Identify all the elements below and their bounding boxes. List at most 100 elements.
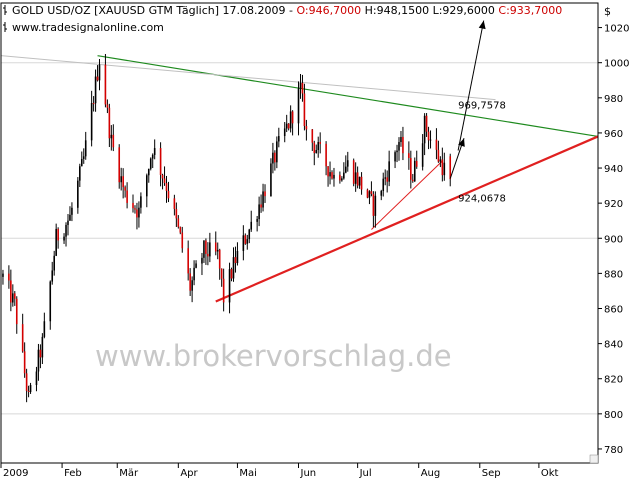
x-tick-label: Jun (300, 468, 317, 479)
candle-body (429, 139, 432, 141)
y-tick-label: 880 (604, 269, 623, 280)
small-projection-arrowhead (458, 138, 465, 147)
candle-body (346, 160, 349, 167)
candle-body (242, 235, 245, 251)
low-value: L:929,6000 (429, 4, 495, 17)
candle-body (29, 385, 32, 392)
candle-body (368, 191, 371, 198)
candle-body (384, 177, 387, 179)
candle-body (118, 147, 121, 183)
candle-body (177, 218, 180, 227)
y-tick-label: 860 (604, 304, 623, 315)
candle-body (203, 240, 205, 258)
candle-body (146, 175, 148, 197)
candle-body (132, 202, 134, 209)
candle-body (216, 249, 219, 252)
candle-body (437, 149, 440, 162)
header-url: www.tradesignalonline.com (12, 21, 164, 34)
candle-body (122, 176, 124, 188)
y-axis: 780 800 820 840 860 880 900 920 940 960 980 1000 102… (598, 24, 629, 456)
candle-body (8, 273, 10, 281)
candle-body (189, 273, 191, 291)
candle-body (138, 207, 140, 218)
candle-body (341, 178, 343, 181)
candle-body (55, 228, 57, 256)
candle-body (209, 242, 211, 257)
x-tick-label: 2009 (3, 468, 28, 479)
candle-body (319, 142, 321, 144)
candle-body (425, 115, 428, 132)
candle-body (67, 220, 69, 225)
candle-body (311, 129, 314, 143)
candles (2, 54, 452, 403)
candle-body (352, 160, 355, 184)
y-tick-label: 840 (604, 340, 623, 351)
candle-body (12, 293, 14, 303)
candle-body (396, 150, 398, 153)
candle-body (149, 158, 152, 169)
minor-support-line (371, 160, 443, 230)
high-value: H:948,1500 (361, 4, 429, 17)
candle-body (179, 226, 182, 233)
candle-body (92, 103, 95, 105)
candle-body (98, 64, 101, 81)
candle-body (234, 257, 237, 264)
candle-body (15, 298, 18, 325)
candle-body (63, 236, 65, 241)
candle-body (37, 349, 40, 372)
y-tick-label: 820 (604, 375, 623, 386)
projection-arrows (449, 20, 486, 179)
x-tick-label: Mär (119, 468, 139, 479)
candle-body (301, 82, 304, 94)
candle-body (244, 235, 247, 244)
candle-body (410, 158, 412, 180)
large-projection-arrow (457, 20, 485, 151)
candle-body (270, 163, 272, 197)
candle-body (57, 228, 59, 241)
candle-body (175, 208, 178, 219)
candle-body (283, 128, 286, 137)
candle-body (276, 141, 278, 163)
y-tick-label: 1000 (604, 59, 629, 70)
x-tick-label: Aug (421, 468, 441, 479)
candle-body (423, 115, 426, 144)
candle-body (327, 166, 329, 177)
candle-body (413, 160, 416, 182)
candle-body (108, 107, 111, 139)
support-line (215, 135, 599, 303)
candle-body (214, 242, 217, 252)
candle-body (354, 172, 357, 184)
candle-body (134, 208, 136, 210)
y-tick-label: 980 (604, 94, 623, 105)
candle-body (313, 142, 316, 153)
candle-body (90, 103, 93, 141)
candle-body (159, 148, 162, 175)
chart-header: GOLD USD/OZ [XAUUSD GTM Täglich] 17.08.2… (3, 4, 562, 34)
candle-body (77, 180, 79, 208)
candle-body (161, 174, 164, 179)
candle-body (2, 273, 4, 277)
y-tick-label: 960 (604, 129, 623, 140)
candle-body (299, 82, 302, 89)
currency-label: $ (604, 5, 611, 18)
watermark: www.brokervorschlag.de (95, 339, 452, 373)
plot-frame (0, 2, 599, 464)
candle-body (110, 134, 113, 139)
candle-body (27, 390, 30, 392)
x-axis: 2009 Feb Mär Apr Mai Jun Jul Aug Sep Okt (0, 454, 599, 479)
candle-body (82, 156, 85, 159)
candle-body (41, 336, 44, 358)
candle-body (147, 168, 150, 176)
x-tick-label: Apr (180, 468, 198, 479)
candle-body (303, 93, 306, 127)
candle-body (331, 172, 333, 179)
candle-body (163, 178, 166, 184)
candle-body (173, 198, 176, 209)
scroll-right-icon (589, 454, 599, 464)
candle-body (112, 134, 115, 148)
y-tick-label: 900 (604, 234, 623, 245)
candle-body (220, 268, 223, 279)
candle-body (360, 176, 363, 190)
candle-body (333, 174, 335, 179)
